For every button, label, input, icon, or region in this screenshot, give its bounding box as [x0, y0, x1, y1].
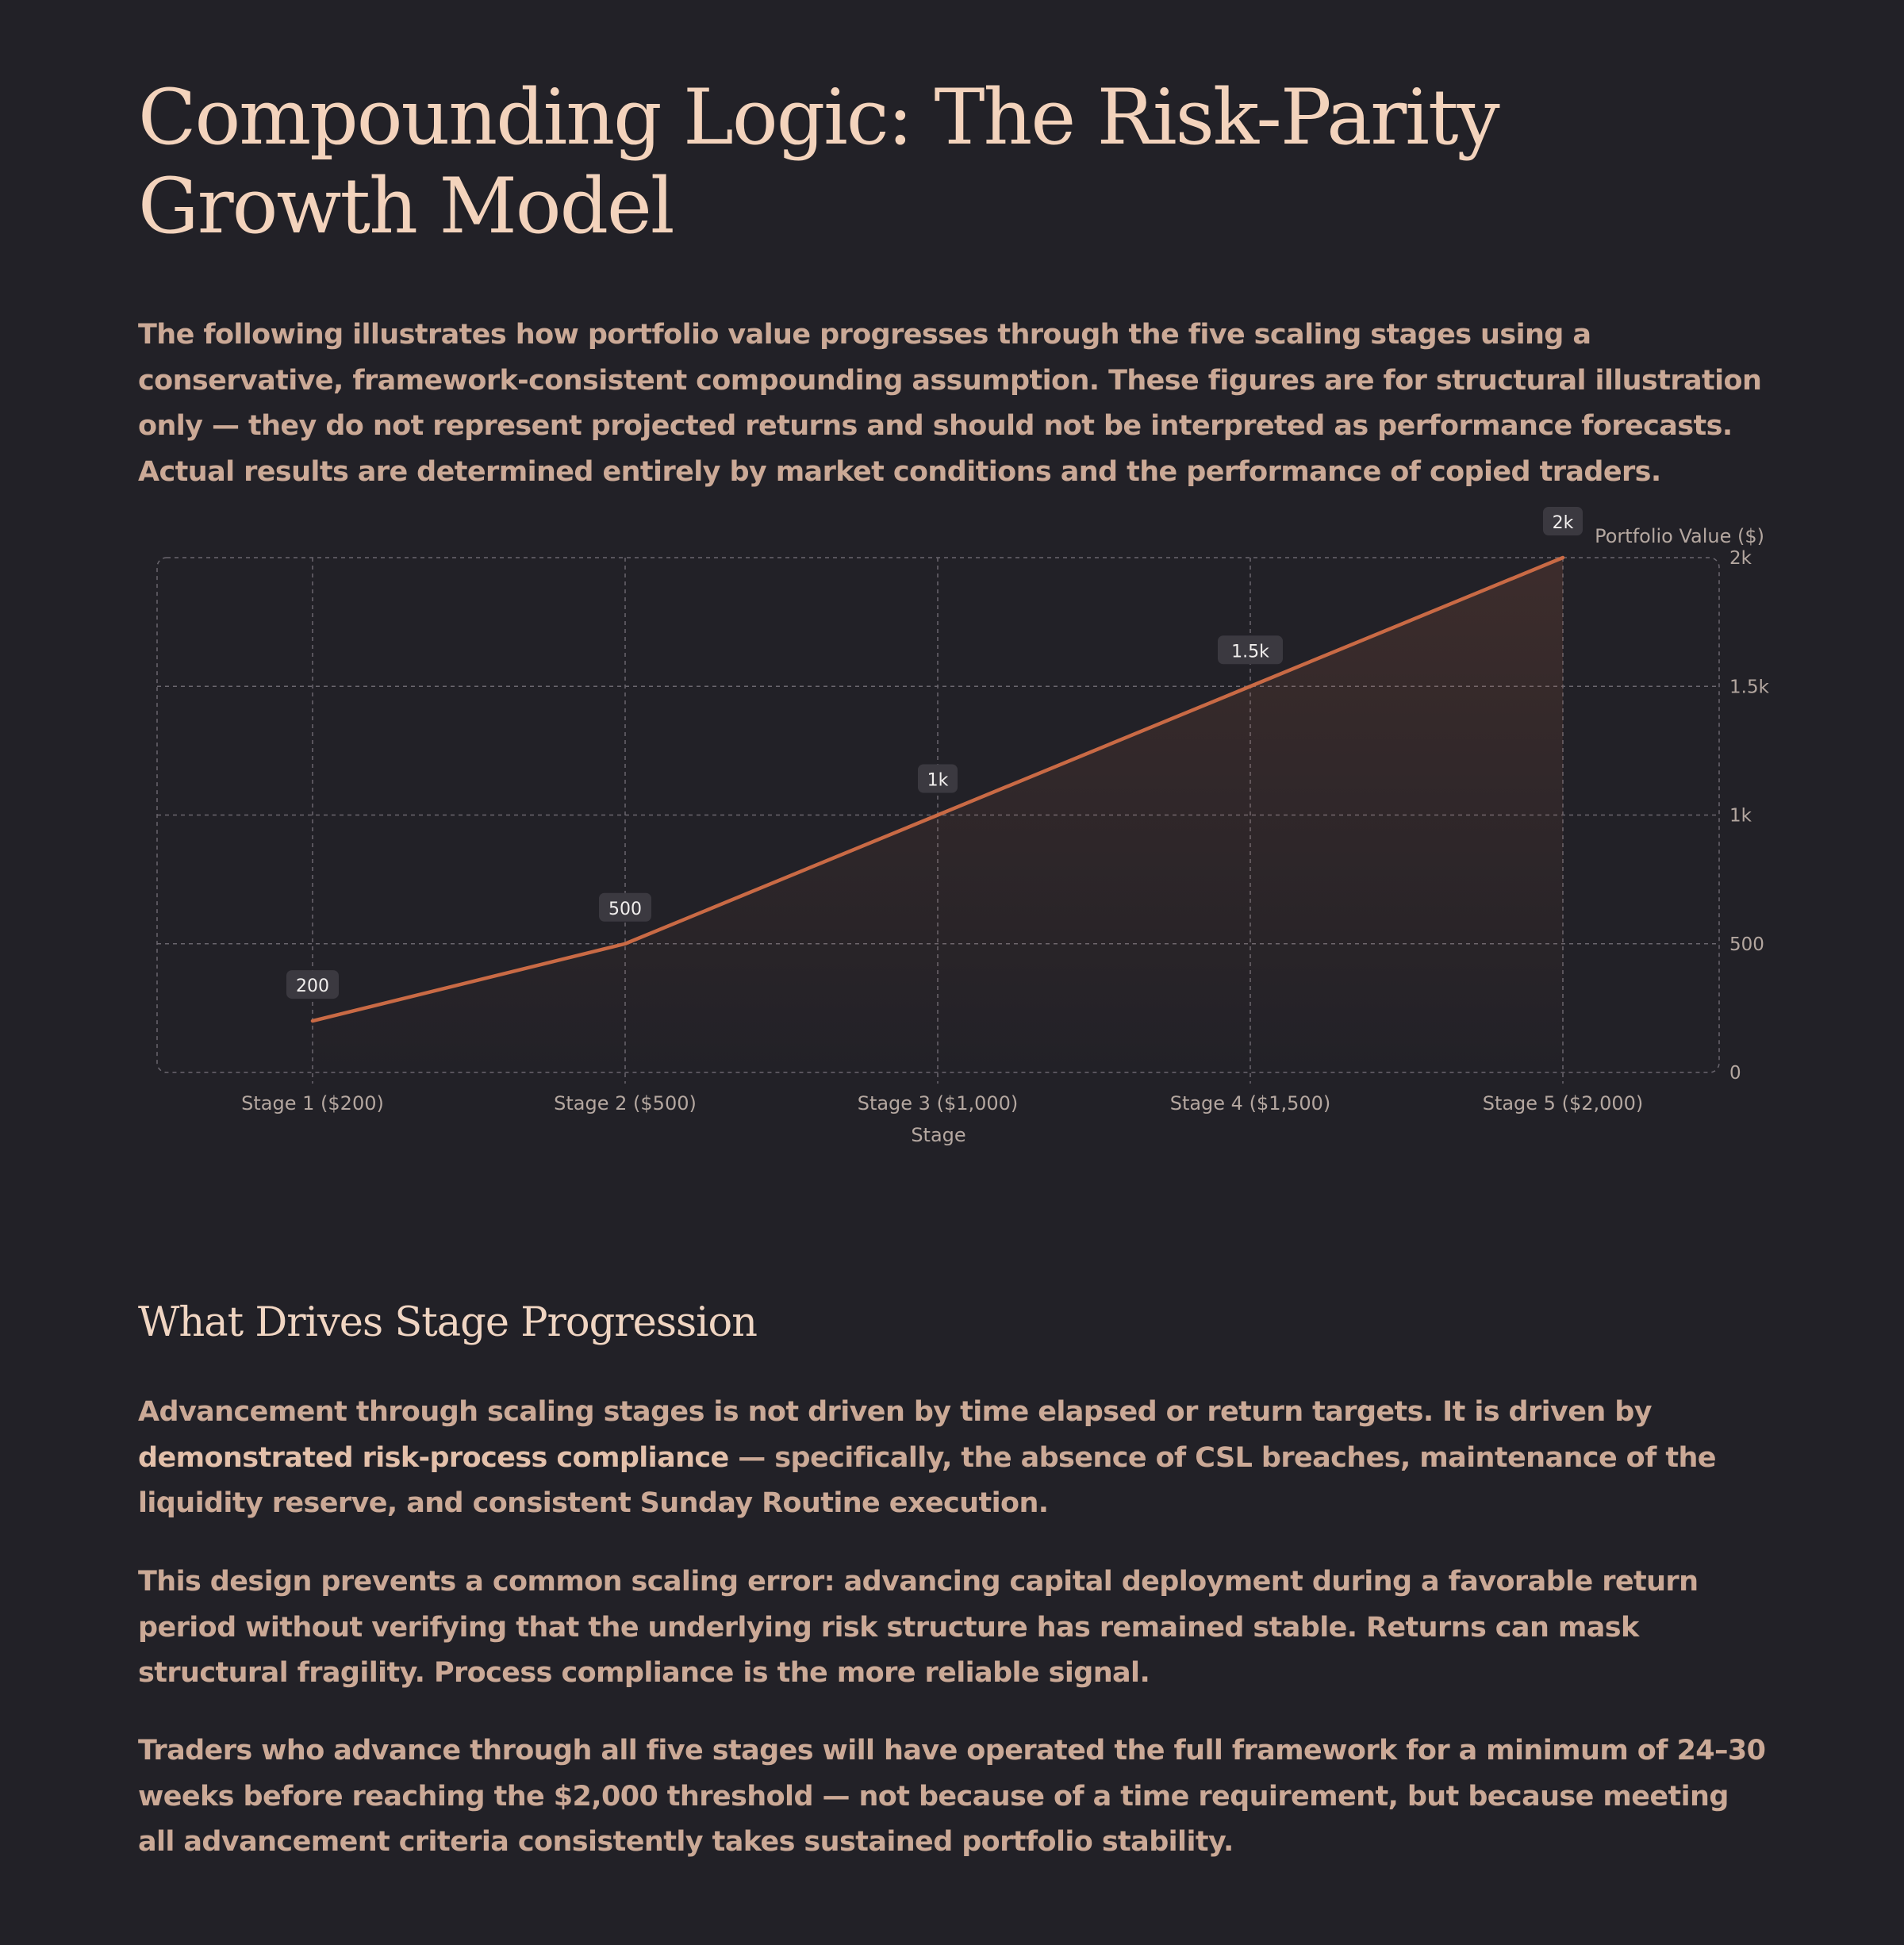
x-tick-label: Stage 3 ($1,000) [858, 1092, 1019, 1114]
emphasis-text: demonstrated risk-process compliance [138, 1441, 729, 1474]
x-tick-label: Stage 4 ($1,500) [1170, 1092, 1331, 1114]
paragraph-progression: Advancement through scaling stages is no… [138, 1390, 1766, 1527]
x-tick-label: Stage 5 ($2,000) [1483, 1092, 1644, 1114]
series-line [310, 555, 1565, 1023]
paragraph-timeline: Traders who advance through all five sta… [138, 1735, 1766, 1858]
data-label-text: 1.5k [1231, 642, 1269, 662]
section-heading: What Drives Stage Progression [138, 1299, 758, 1346]
x-tick-label: Stage 2 ($500) [554, 1092, 697, 1114]
data-label-badge [1543, 507, 1583, 535]
data-label-badge [599, 892, 651, 922]
data-label-text: 500 [608, 900, 642, 919]
data-label-badge [286, 970, 339, 999]
data-label: 2k [1543, 507, 1583, 535]
paragraph-text: Advancement through scaling stages is no… [138, 1396, 1653, 1428]
area-fill [313, 558, 1563, 1072]
data-label-badge [918, 764, 958, 793]
intro-paragraph: The following illustrates how portfolio … [138, 319, 1762, 488]
data-label: 200 [286, 970, 339, 999]
y-tick-label: 2k [1729, 548, 1752, 569]
data-label: 500 [599, 892, 651, 922]
y-axis-title: Portfolio Value ($) [1595, 525, 1764, 547]
x-tick-label: Stage 1 ($200) [241, 1092, 384, 1114]
y-tick-label: 1k [1729, 806, 1752, 827]
paragraph-text: — specifically, the absence of CSL breac… [138, 1441, 1717, 1520]
plot-frame [156, 557, 1720, 1073]
y-tick-label: 500 [1729, 934, 1764, 955]
data-label-badge [1218, 635, 1283, 665]
data-label-text: 2k [1553, 513, 1574, 533]
y-tick-label: 0 [1729, 1063, 1741, 1084]
data-label-text: 200 [296, 976, 329, 996]
data-label: 1.5k [1218, 635, 1283, 665]
x-axis-title: Stage [911, 1124, 965, 1146]
y-tick-label: 1.5k [1729, 677, 1770, 697]
paragraph-design: This design prevents a common scaling er… [138, 1566, 1699, 1689]
page-title: Compounding Logic: The Risk-Parity Growt… [138, 73, 1500, 251]
data-label: 1k [918, 764, 958, 793]
data-label-text: 1k [927, 771, 949, 791]
